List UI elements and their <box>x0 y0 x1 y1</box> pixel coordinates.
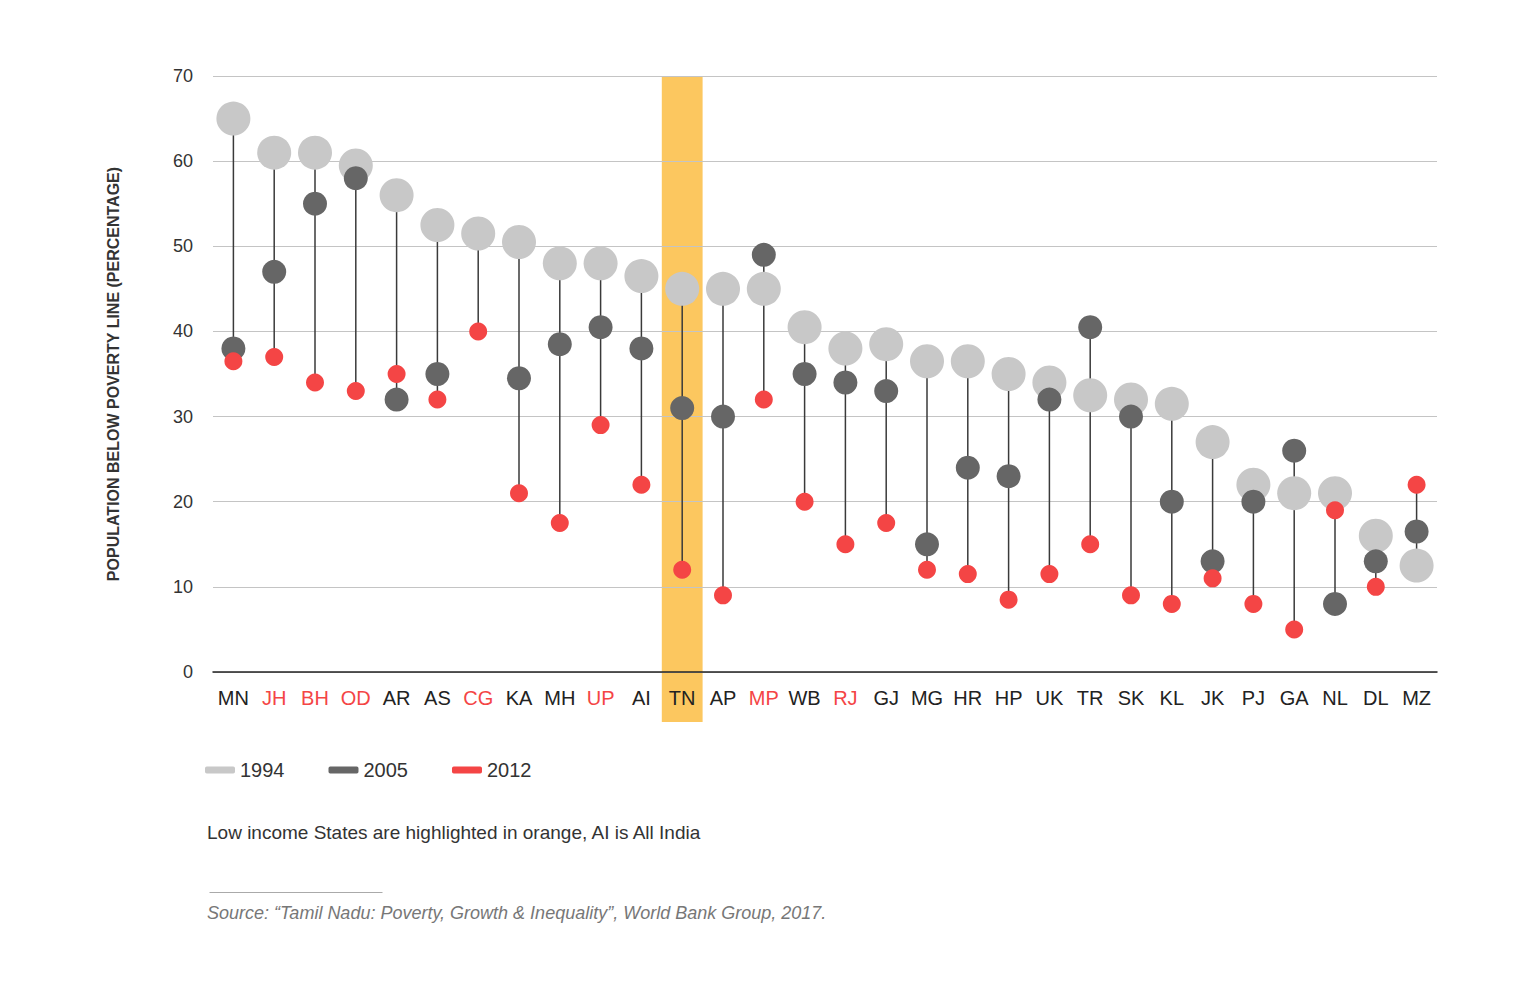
svg-text:Source: “Tamil Nadu: Poverty,: Source: “Tamil Nadu: Poverty, Growth & I… <box>207 903 826 923</box>
svg-text:DL: DL <box>1363 687 1389 709</box>
svg-text:NL: NL <box>1322 687 1348 709</box>
svg-text:70: 70 <box>173 66 193 86</box>
svg-text:50: 50 <box>173 236 193 256</box>
svg-text:2005: 2005 <box>363 759 408 781</box>
svg-text:UK: UK <box>1036 687 1064 709</box>
svg-text:GJ: GJ <box>873 687 899 709</box>
svg-text:JH: JH <box>262 687 286 709</box>
svg-text:AP: AP <box>710 687 737 709</box>
svg-text:TR: TR <box>1077 687 1104 709</box>
svg-text:CG: CG <box>463 687 493 709</box>
svg-text:OD: OD <box>341 687 371 709</box>
svg-text:10: 10 <box>173 577 193 597</box>
svg-text:2012: 2012 <box>487 759 531 781</box>
svg-text:HP: HP <box>995 687 1023 709</box>
svg-text:AR: AR <box>383 687 411 709</box>
svg-text:JK: JK <box>1201 687 1225 709</box>
svg-text:MZ: MZ <box>1402 687 1431 709</box>
svg-text:AI: AI <box>632 687 651 709</box>
svg-text:40: 40 <box>173 321 193 341</box>
svg-text:TN: TN <box>669 687 696 709</box>
svg-text:AS: AS <box>424 687 451 709</box>
svg-text:HR: HR <box>953 687 982 709</box>
svg-text:PJ: PJ <box>1242 687 1265 709</box>
svg-text:MG: MG <box>911 687 943 709</box>
svg-text:Low income States are highligh: Low income States are highlighted in ora… <box>207 822 701 843</box>
svg-text:20: 20 <box>173 492 193 512</box>
svg-text:KA: KA <box>506 687 533 709</box>
svg-text:1994: 1994 <box>240 759 285 781</box>
svg-text:0: 0 <box>183 662 193 682</box>
svg-text:RJ: RJ <box>833 687 857 709</box>
svg-text:GA: GA <box>1280 687 1310 709</box>
svg-text:POPULATION BELOW POVERTY LINE: POPULATION BELOW POVERTY LINE (PERCENTAG… <box>105 167 122 581</box>
svg-text:SK: SK <box>1118 687 1145 709</box>
svg-text:UP: UP <box>587 687 615 709</box>
svg-text:BH: BH <box>301 687 329 709</box>
svg-text:MP: MP <box>749 687 779 709</box>
svg-text:60: 60 <box>173 151 193 171</box>
svg-text:MN: MN <box>218 687 249 709</box>
svg-text:WB: WB <box>788 687 820 709</box>
svg-text:30: 30 <box>173 407 193 427</box>
svg-text:MH: MH <box>544 687 575 709</box>
svg-text:KL: KL <box>1160 687 1184 709</box>
